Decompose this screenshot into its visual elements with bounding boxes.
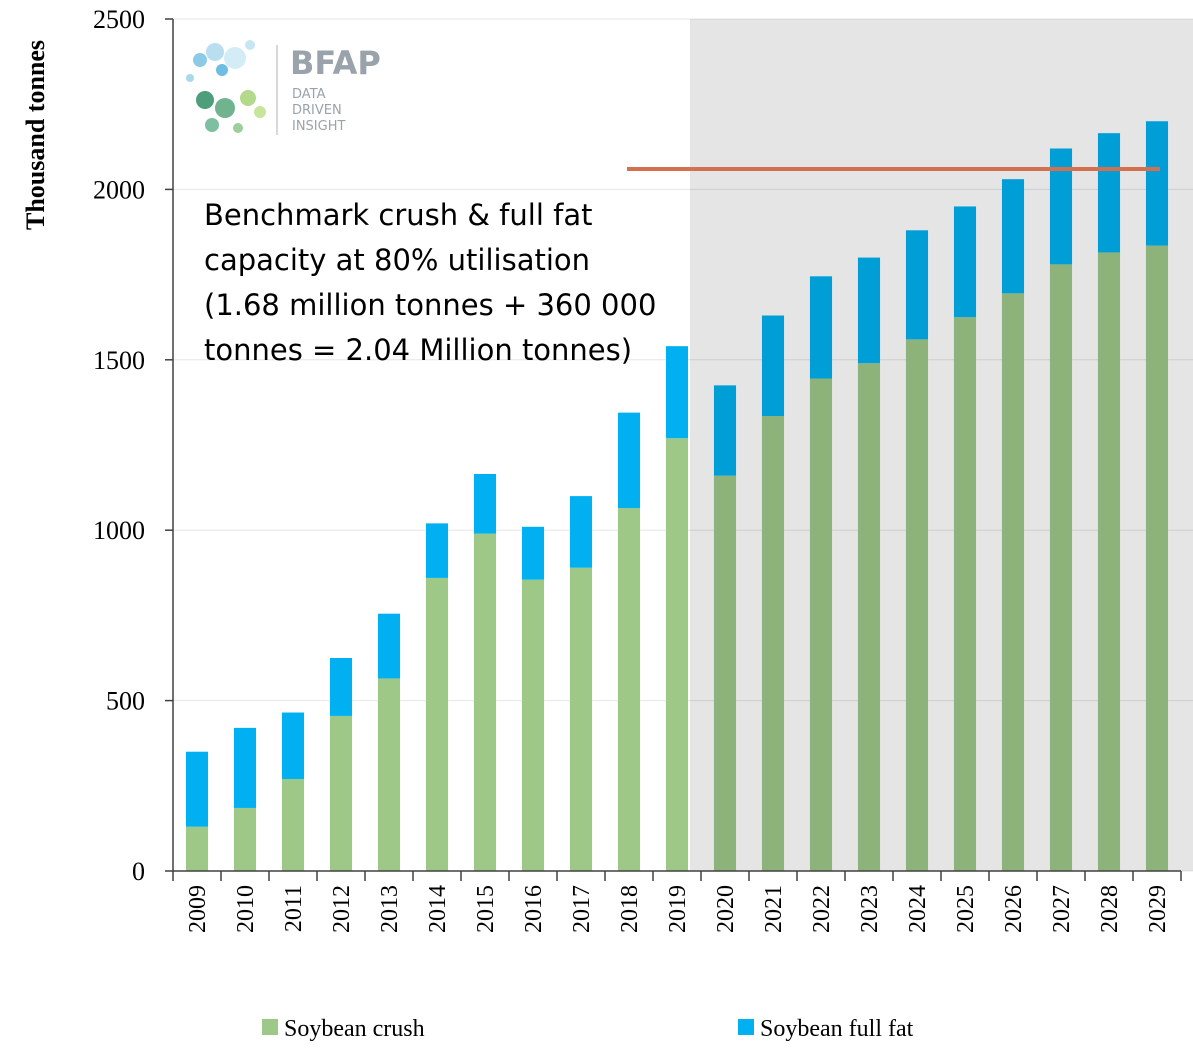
bar-segment	[761, 416, 785, 871]
bar-segment	[1145, 245, 1169, 871]
bar-segment	[473, 533, 497, 871]
bar-segment	[1049, 264, 1073, 872]
legend-swatch	[262, 1019, 278, 1035]
x-tick-label: 2023	[857, 885, 883, 933]
bar-segment	[377, 613, 401, 679]
x-tick-label: 2010	[233, 885, 259, 933]
x-tick-label: 2016	[521, 885, 547, 933]
bar-segment	[233, 807, 257, 871]
bar-segment	[761, 315, 785, 417]
x-tick-label: 2015	[473, 885, 499, 933]
y-tick-label: 2500	[93, 5, 145, 34]
bar-segment	[425, 523, 449, 578]
bar-segment	[1001, 179, 1025, 294]
bar-segment	[905, 339, 929, 871]
bar-segment	[953, 317, 977, 871]
y-tick-label: 0	[132, 857, 145, 886]
bar-segment	[713, 385, 737, 476]
x-tick-label: 2021	[761, 885, 787, 933]
legend-label: Soybean crush	[284, 1016, 425, 1042]
y-axis-title: Thousand tonnes	[21, 40, 50, 230]
bar-segment	[665, 438, 689, 871]
y-tick-label: 500	[106, 687, 145, 716]
x-tick-label: 2019	[665, 885, 691, 933]
logo-tagline: DATA	[292, 87, 326, 102]
bar-segment	[569, 567, 593, 871]
forecast-shade	[690, 19, 1193, 871]
bar-segment	[857, 363, 881, 871]
logo-name: BFAP	[290, 44, 381, 82]
annotation: Benchmark crush & full fat	[204, 198, 592, 232]
x-tick-label: 2011	[281, 885, 307, 932]
bar-segment	[1145, 121, 1169, 246]
bar-segment	[329, 715, 353, 871]
bar-segment	[1097, 252, 1121, 871]
bar-segment	[905, 230, 929, 340]
x-tick-label: 2025	[953, 885, 979, 933]
bar-segment	[473, 473, 497, 534]
bar-segment	[617, 508, 641, 871]
y-tick-label: 2000	[93, 175, 145, 204]
x-tick-label: 2020	[713, 885, 739, 933]
x-tick-label: 2028	[1097, 885, 1123, 933]
logo: BFAP DATA DRIVEN INSIGHT	[186, 40, 381, 135]
logo-tagline: INSIGHT	[292, 119, 345, 134]
x-tick-label: 2024	[905, 885, 931, 933]
bar-segment	[329, 658, 353, 716]
bar-segment	[665, 346, 689, 439]
x-tick-label: 2017	[569, 885, 595, 933]
x-tick-label: 2029	[1145, 885, 1171, 933]
logo-tagline: DRIVEN	[292, 103, 342, 118]
bar-segment	[377, 678, 401, 871]
bar-segment	[953, 206, 977, 318]
bar-segment	[569, 496, 593, 568]
x-tick-label: 2018	[617, 885, 643, 933]
x-tick-label: 2027	[1049, 885, 1075, 933]
annotation: (1.68 million tonnes + 360 000	[204, 288, 656, 322]
bar-segment	[617, 412, 641, 509]
bar-segment	[1001, 293, 1025, 871]
bar-segment	[521, 526, 545, 580]
bar-segment	[521, 579, 545, 871]
bar-segment	[185, 751, 209, 827]
x-tick-label: 2026	[1001, 885, 1027, 933]
bar-segment	[1097, 133, 1121, 253]
legend-label: Soybean full fat	[760, 1016, 914, 1042]
annotation: capacity at 80% utilisation	[204, 243, 590, 277]
x-tick-label: 2014	[425, 885, 451, 933]
bar-segment	[281, 712, 305, 779]
bar-segment	[233, 727, 257, 808]
annotation: tonnes = 2.04 Million tonnes)	[204, 333, 632, 367]
bar-segment	[713, 475, 737, 871]
bar-segment	[857, 257, 881, 364]
x-tick-label: 2012	[329, 885, 355, 933]
y-tick-label: 1000	[93, 516, 145, 545]
x-tick-label: 2013	[377, 885, 403, 933]
x-tick-label: 2022	[809, 885, 835, 933]
bar-segment	[185, 826, 209, 871]
y-tick-label: 1500	[93, 346, 145, 375]
bar-segment	[1049, 148, 1073, 265]
x-tick-label: 2009	[185, 885, 211, 933]
bar-segment	[809, 378, 833, 871]
bar-segment	[809, 276, 833, 379]
legend-swatch	[738, 1019, 754, 1035]
bar-segment	[425, 577, 449, 871]
bar-segment	[281, 778, 305, 871]
